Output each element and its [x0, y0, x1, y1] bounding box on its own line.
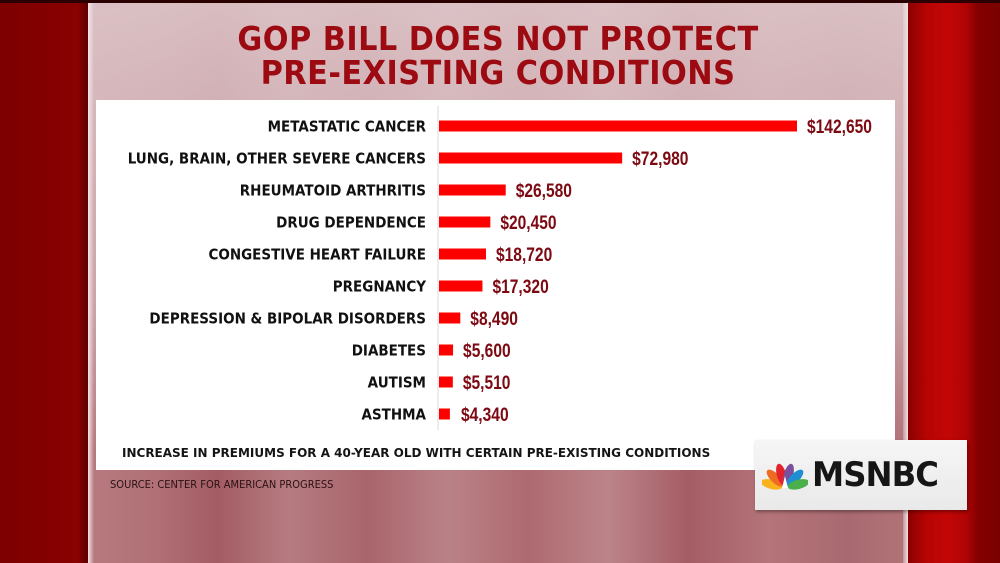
top-strip	[0, 0, 1000, 3]
network-logo-text: MSNBC	[812, 455, 939, 495]
bar	[439, 376, 453, 388]
category-label: CONGESTIVE HEART FAILURE	[208, 247, 426, 264]
category-label: METASTATIC CANCER	[268, 119, 426, 136]
category-label: DRUG DEPENDENCE	[276, 215, 426, 232]
category-label: DEPRESSION & BIPOLAR DISORDERS	[149, 311, 426, 328]
chart-title-line-2: PRE-EXISTING CONDITIONS	[260, 53, 736, 92]
value-label: $72,980	[632, 148, 688, 170]
source-credit: SOURCE: CENTER FOR AMERICAN PROGRESS	[110, 478, 334, 491]
value-label: $17,320	[492, 276, 548, 298]
nbc-peacock-icon	[762, 463, 808, 490]
chart-title: GOP BILL DOES NOT PROTECT PRE-EXISTING C…	[121, 22, 875, 90]
category-label: AUTISM	[368, 375, 426, 392]
value-label: $5,510	[463, 372, 511, 394]
bar-chart: METASTATIC CANCER $142,650 LUNG, BRAIN, OT…	[128, 106, 872, 430]
peacock-feather-green	[787, 479, 808, 490]
category-label: ASTHMA	[362, 407, 426, 424]
panel-left-edge	[88, 3, 94, 563]
value-label: $5,600	[463, 340, 511, 362]
bar	[439, 184, 506, 196]
bar	[439, 216, 491, 228]
bar	[439, 248, 486, 260]
bar	[439, 152, 623, 164]
chart-area: METASTATIC CANCER $142,650 LUNG, BRAIN, OT…	[96, 100, 895, 470]
value-label: $8,490	[470, 308, 518, 330]
chart-title-line-1: GOP BILL DOES NOT PROTECT	[237, 19, 759, 58]
category-label: RHEUMATOID ARTHRITIS	[240, 183, 426, 200]
category-label: PREGNANCY	[333, 279, 427, 296]
category-label: LUNG, BRAIN, OTHER SEVERE CANCERS	[128, 151, 426, 168]
panel-right-edge	[903, 3, 908, 563]
value-label: $20,450	[500, 212, 556, 234]
bar	[439, 280, 483, 292]
peacock-feather-blue	[786, 469, 804, 487]
bar	[439, 344, 454, 356]
bar	[439, 408, 450, 420]
background-left-band	[0, 0, 88, 563]
value-label: $26,580	[516, 180, 572, 202]
category-label: DIABETES	[352, 343, 426, 360]
bar	[439, 120, 797, 132]
peacock-body	[782, 476, 788, 488]
value-label: $4,340	[461, 404, 509, 426]
peacock-feather-orange	[766, 469, 784, 487]
chart-footnote: INCREASE IN PREMIUMS FOR A 40-YEAR OLD W…	[122, 445, 711, 460]
bar	[439, 312, 461, 324]
value-label: $18,720	[496, 244, 552, 266]
network-logo-bug: MSNBC	[755, 440, 967, 510]
value-label: $142,650	[807, 116, 872, 138]
